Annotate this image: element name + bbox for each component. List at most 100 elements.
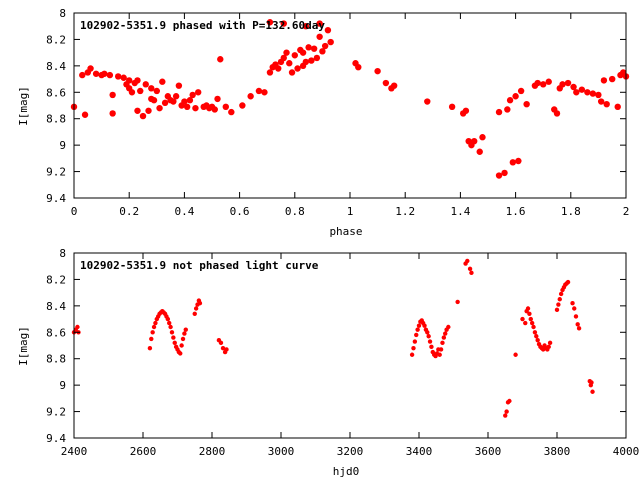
phased-x-tick-label: 0 [71, 205, 78, 218]
unphased-data-point [443, 331, 448, 336]
unphased-data-point [179, 343, 184, 348]
unphased-data-point [504, 409, 509, 414]
unphased-data-point [168, 324, 173, 330]
phased-y-tick-label: 9.2 [46, 166, 66, 179]
phased-data-point [81, 111, 89, 118]
unphased-data-point [224, 347, 229, 352]
unphased-data-point [589, 380, 594, 385]
phased-data-point [214, 95, 221, 103]
phased-data-point [266, 19, 274, 26]
phased-chart-title: 102902-5351.9 phased with P=132.60day [80, 19, 325, 32]
phased-data-point [479, 134, 486, 141]
phased-x-tick-label: 1 [347, 205, 354, 218]
phased-data-point [134, 77, 141, 84]
phased-data-point [159, 78, 166, 85]
unphased-x-tick-label: 3400 [406, 445, 433, 458]
phased-data-point [476, 148, 483, 155]
phased-y-tick-label: 8.8 [46, 113, 66, 126]
unphased-data-point [573, 314, 579, 319]
unphased-data-point [535, 338, 540, 343]
phased-data-point [142, 81, 149, 88]
phased-x-tick-label: 1.8 [561, 205, 581, 218]
phased-data-point [600, 77, 608, 84]
phased-y-tick-label: 8 [59, 7, 66, 20]
phased-data-point [316, 33, 323, 40]
phased-data-point [192, 104, 199, 112]
phased-data-point [280, 20, 287, 27]
phased-x-tick-label: 1.2 [395, 205, 415, 218]
phased-data-point [382, 79, 390, 87]
unphased-data-point [576, 326, 582, 331]
phased-data-point [462, 107, 470, 114]
phased-x-tick-label: 2 [623, 205, 630, 218]
phased-data-point [261, 89, 268, 96]
unphased-data-point [455, 299, 460, 305]
unphased-data-point [409, 352, 415, 357]
phased-data-point [126, 77, 133, 84]
unphased-data-point [523, 320, 528, 326]
unphased-data-point [411, 345, 416, 351]
phased-data-point [134, 107, 141, 114]
unphased-data-point [150, 330, 155, 335]
unphased-y-axis-label: I[mag] [17, 326, 30, 366]
unphased-data-point [546, 344, 551, 350]
unphased-data-point [438, 347, 444, 352]
unphased-data-point [590, 389, 595, 394]
unphased-data-point [192, 311, 197, 316]
phased-data-point [87, 65, 94, 72]
unphased-axis-ticks: 2400 2600 2800 3000 3200 3400 3600 3800 4000 8 8.2… [46, 247, 639, 458]
phased-data-point [471, 137, 478, 145]
phased-data-point [299, 49, 307, 56]
unphased-data-point [415, 327, 420, 332]
phased-data-point [609, 75, 616, 83]
phased-y-tick-label: 9 [59, 139, 66, 152]
phased-data-point [553, 110, 561, 117]
phased-data-point [573, 89, 580, 96]
unphased-data-point [558, 291, 564, 297]
phased-y-tick-label: 8.4 [46, 60, 66, 73]
unphased-data-point [570, 301, 575, 306]
unphased-data-point [153, 320, 158, 326]
unphased-data-point [556, 302, 561, 307]
phased-data-point [79, 71, 86, 79]
unphased-x-tick-label: 2800 [199, 445, 226, 458]
phased-x-tick-label: 0.6 [230, 205, 250, 218]
unphased-data-point [220, 345, 226, 351]
phased-data-point [614, 103, 621, 111]
phased-data-point [195, 89, 202, 96]
unphased-data-point [547, 340, 553, 346]
phased-data-point [106, 71, 114, 79]
unphased-data-point [165, 316, 171, 322]
phased-data-point [161, 99, 169, 107]
phased-x-axis-label: phase [329, 225, 362, 238]
phased-data-point [589, 90, 597, 97]
unphased-data-point [178, 351, 183, 356]
phased-data-point [324, 26, 332, 34]
phased-data-point [501, 169, 508, 177]
unphased-data-point [527, 311, 532, 316]
unphased-data-point [469, 270, 474, 276]
unphased-light-curve-chart: 2400 2600 2800 3000 3200 3400 3600 3800 4000 8 8.2… [17, 247, 639, 478]
phased-data-point [255, 87, 263, 95]
unphased-data-point [513, 352, 518, 357]
unphased-data-point [520, 316, 525, 322]
phased-data-point [327, 38, 334, 46]
phased-data-point [211, 106, 218, 113]
unphased-data-point [425, 330, 430, 335]
unphased-data-point [503, 413, 508, 418]
unphased-data-point [169, 330, 175, 335]
unphased-data-points [71, 258, 595, 418]
unphased-data-point [182, 331, 187, 336]
unphased-data-point [75, 324, 80, 330]
unphased-data-point [534, 334, 539, 339]
phased-plot-frame [73, 12, 627, 199]
phased-axis-ticks: 0 0.2 0.4 0.6 0.8 1 1.2 1.4 1.6 1.8 2 8 8.2 8.4 8.6 8.8… [46, 7, 629, 218]
unphased-x-tick-label: 2600 [130, 445, 157, 458]
unphased-y-tick-label: 9.4 [46, 432, 66, 445]
phased-x-tick-label: 1.6 [506, 205, 526, 218]
unphased-data-point [167, 320, 172, 326]
phased-data-point [564, 79, 572, 87]
phased-data-point [559, 81, 566, 88]
unphased-x-tick-label: 3000 [268, 445, 295, 458]
phased-data-point [275, 65, 282, 72]
